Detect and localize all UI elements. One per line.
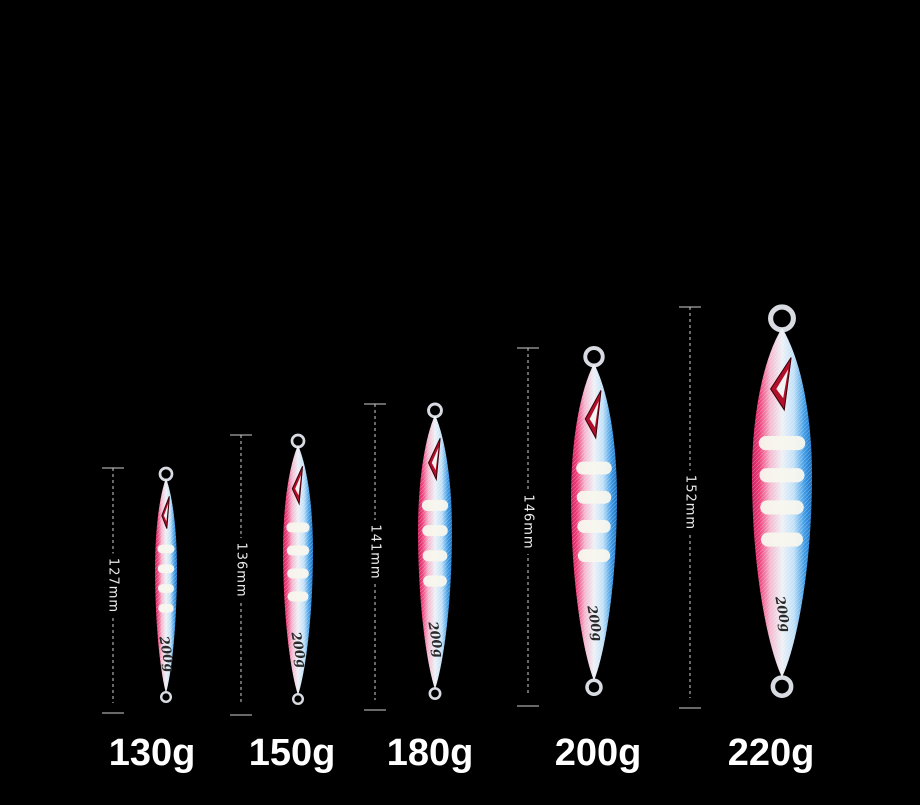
length-dimension: 146mm <box>517 347 539 707</box>
glow-stripe <box>421 499 449 511</box>
glow-stripe <box>758 436 806 451</box>
weight-label: 130g <box>109 732 196 774</box>
weight-stamp: 200g <box>287 630 308 669</box>
glow-stripe <box>422 525 448 537</box>
fishing-jig-icon: 200g <box>155 466 177 704</box>
split-ring-top <box>768 304 796 333</box>
jig-item: 152mm 200g 220g <box>679 304 815 774</box>
weight-label: 220g <box>728 732 815 774</box>
glow-stripe <box>576 461 612 475</box>
jig-item: 136mm 200g 150g <box>230 433 336 774</box>
glow-stripe <box>761 532 803 547</box>
glow-stripe <box>577 520 611 533</box>
eyelet-bottom <box>428 687 442 700</box>
weight-label: 150g <box>249 732 336 774</box>
glow-stripe <box>157 564 175 574</box>
glow-stripe <box>286 522 310 533</box>
length-label: 146mm <box>521 494 536 549</box>
fishing-jig-icon: 200g <box>283 433 313 706</box>
glow-stripe <box>422 550 448 562</box>
eyelet-bottom <box>770 675 794 698</box>
fishing-jig-icon: 200g <box>752 304 812 698</box>
glow-stripe <box>158 603 174 613</box>
jig-item: 127mm 200g 130g <box>102 466 196 774</box>
length-dimension: 141mm <box>364 403 386 711</box>
eyelet-bottom <box>292 693 305 706</box>
eyelet-bottom <box>585 678 603 697</box>
weight-label: 200g <box>555 732 642 774</box>
jig-item: 141mm 200g 180g <box>364 402 474 774</box>
eyelet-bottom <box>159 691 172 704</box>
jig-item: 146mm 200g 200g <box>517 346 642 774</box>
glow-stripe <box>287 568 309 579</box>
glow-stripe <box>287 591 309 602</box>
length-label: 136mm <box>234 542 249 597</box>
length-dimension: 127mm <box>102 467 124 714</box>
glow-stripe <box>286 545 310 556</box>
glow-stripe <box>576 490 612 504</box>
glow-stripe <box>158 584 174 593</box>
fishing-jig-icon: 200g <box>571 346 617 697</box>
glow-stripe <box>423 575 447 587</box>
length-label: 141mm <box>368 524 383 579</box>
glow-stripe <box>759 468 805 483</box>
length-label: 127mm <box>106 558 121 613</box>
weight-stamp: 200g <box>155 634 176 673</box>
weight-stamp: 200g <box>424 620 445 659</box>
weight-stamp: 200g <box>771 594 792 633</box>
glow-stripe <box>577 549 611 563</box>
length-dimension: 152mm <box>679 306 701 709</box>
glow-stripe <box>760 500 804 515</box>
weight-stamp: 200g <box>583 603 604 642</box>
length-label: 152mm <box>683 475 698 530</box>
glow-stripe <box>157 544 175 554</box>
fishing-jig-icon: 200g <box>418 402 452 700</box>
split-ring-top <box>583 346 605 368</box>
length-dimension: 136mm <box>230 434 252 716</box>
weight-label: 180g <box>387 732 474 774</box>
